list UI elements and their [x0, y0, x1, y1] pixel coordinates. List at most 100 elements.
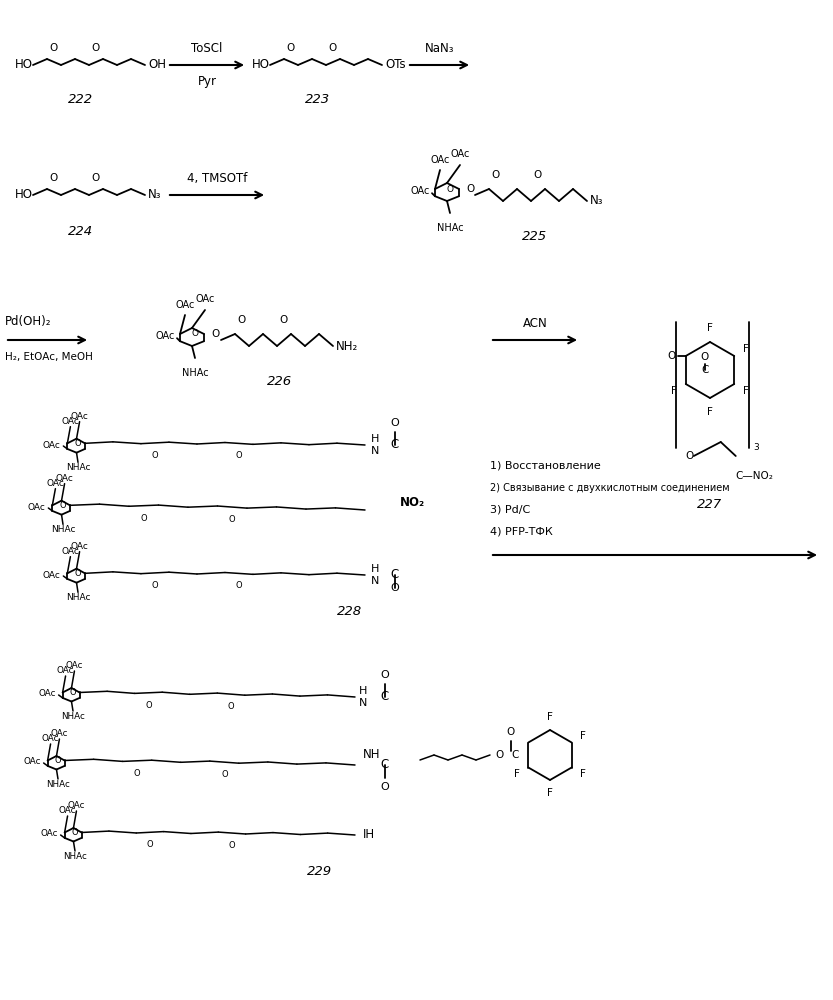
Text: 4, TMSOTf: 4, TMSOTf [187, 172, 247, 185]
Text: OAc: OAc [38, 690, 56, 698]
Text: O: O [381, 782, 389, 792]
Text: OAc: OAc [156, 331, 175, 341]
Text: F: F [514, 769, 520, 779]
Text: OAc: OAc [23, 758, 41, 766]
Text: F: F [547, 712, 553, 722]
Text: O: O [495, 750, 503, 760]
Text: O: O [147, 840, 153, 849]
Text: OAc: OAc [56, 474, 73, 483]
Text: O: O [466, 184, 474, 194]
Text: OAc: OAc [451, 149, 470, 159]
Text: 228: 228 [337, 605, 362, 618]
Text: O: O [72, 828, 78, 837]
Text: Pyr: Pyr [197, 75, 217, 88]
Text: HO: HO [15, 188, 33, 202]
Text: OAc: OAc [42, 440, 60, 450]
Text: C: C [701, 365, 709, 375]
Text: C: C [380, 690, 388, 704]
Text: 1) Восстановление: 1) Восстановление [490, 460, 601, 470]
Text: N₃: N₃ [148, 188, 162, 202]
Text: O: O [70, 688, 77, 697]
Text: NO₂: NO₂ [400, 495, 425, 508]
Text: O: O [50, 43, 58, 53]
Text: NHAc: NHAc [436, 223, 463, 233]
Text: O: O [506, 727, 515, 737]
Text: F: F [671, 386, 676, 396]
Text: C: C [511, 750, 518, 760]
Text: OAc: OAc [40, 830, 57, 838]
Text: O: O [228, 841, 235, 850]
Text: O: O [134, 769, 141, 778]
Text: 223: 223 [306, 93, 331, 106]
Text: 224: 224 [68, 225, 93, 238]
Text: O: O [287, 43, 295, 53]
Text: OAc: OAc [42, 570, 60, 580]
Text: NHAc: NHAc [63, 852, 87, 861]
Text: O: O [236, 581, 242, 590]
Text: O: O [391, 583, 399, 593]
Text: HO: HO [15, 58, 33, 72]
Text: O: O [92, 43, 100, 53]
Text: OAc: OAc [411, 186, 430, 196]
Text: F: F [707, 407, 713, 417]
Text: OH: OH [148, 58, 166, 72]
Text: O: O [667, 351, 676, 361]
Text: OAc: OAc [71, 542, 88, 551]
Text: 4) PFP-ТФК: 4) PFP-ТФК [490, 527, 553, 537]
Text: N₃: N₃ [590, 194, 603, 208]
Text: O: O [686, 451, 694, 461]
Text: F: F [743, 344, 750, 354]
Text: OTs: OTs [385, 58, 406, 72]
Text: NH: NH [363, 748, 381, 762]
Text: 222: 222 [68, 93, 93, 106]
Text: O: O [145, 701, 152, 710]
Text: 225: 225 [522, 230, 547, 243]
Text: C: C [380, 758, 388, 772]
Text: O: O [701, 352, 709, 362]
Text: OAc: OAc [57, 666, 74, 675]
Text: NaN₃: NaN₃ [425, 42, 454, 55]
Text: OAc: OAc [27, 502, 45, 512]
Text: Pd(OH)₂: Pd(OH)₂ [5, 315, 52, 328]
Text: NHAc: NHAc [46, 780, 70, 789]
Text: C—NO₂: C—NO₂ [736, 471, 774, 481]
Text: O: O [491, 170, 500, 180]
Text: H₂, EtOAc, MeOH: H₂, EtOAc, MeOH [5, 352, 92, 362]
Text: O: O [192, 330, 198, 338]
Text: O: O [236, 451, 242, 460]
Text: OAc: OAc [71, 412, 88, 421]
Text: OAc: OAc [47, 479, 64, 488]
Text: H
N: H N [371, 564, 379, 586]
Text: O: O [92, 173, 100, 183]
Text: 3: 3 [753, 443, 759, 452]
Text: OAc: OAc [195, 294, 215, 304]
Text: F: F [580, 731, 586, 741]
Text: OAc: OAc [42, 734, 59, 743]
Text: F: F [743, 386, 750, 396]
Text: O: O [534, 170, 542, 180]
Text: OAc: OAc [62, 547, 79, 556]
Text: H
N: H N [371, 434, 379, 456]
Text: O: O [329, 43, 337, 53]
Text: OAc: OAc [62, 417, 79, 426]
Text: O: O [141, 514, 147, 523]
Text: O: O [55, 756, 62, 765]
Text: O: O [211, 329, 219, 339]
Text: 226: 226 [267, 375, 292, 388]
Text: F: F [547, 788, 553, 798]
Text: H
N: H N [359, 686, 367, 708]
Text: O: O [280, 315, 288, 325]
Text: OAc: OAc [51, 729, 68, 738]
Text: HO: HO [252, 58, 270, 72]
Text: O: O [60, 501, 67, 510]
Text: O: O [227, 702, 234, 711]
Text: 3) Pd/C: 3) Pd/C [490, 505, 531, 515]
Text: O: O [152, 451, 158, 460]
Text: OAc: OAc [59, 806, 77, 815]
Text: ACN: ACN [522, 317, 547, 330]
Text: C: C [390, 438, 398, 452]
Text: 2) Связывание с двухкислотным соединением: 2) Связывание с двухкислотным соединение… [490, 483, 730, 493]
Text: NHAc: NHAc [61, 712, 85, 721]
Text: 229: 229 [307, 865, 332, 878]
Text: O: O [221, 770, 227, 779]
